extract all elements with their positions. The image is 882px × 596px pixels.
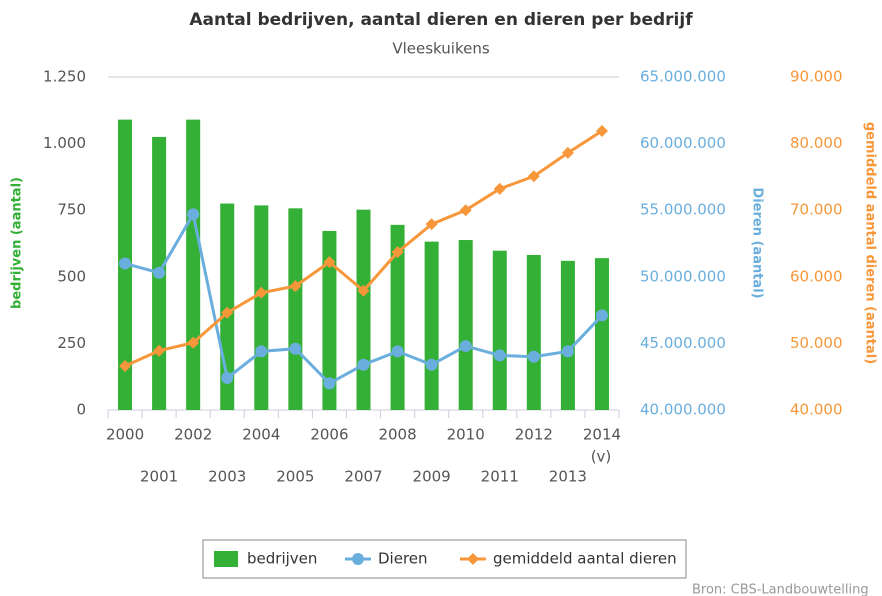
- point: [255, 286, 268, 299]
- legend-box: [202, 539, 687, 579]
- bar: [356, 209, 371, 410]
- legend-label: Dieren: [378, 550, 428, 568]
- y-tick-label: 750: [57, 201, 86, 219]
- bar: [254, 205, 269, 410]
- y-tick-label: 250: [57, 334, 86, 352]
- legend-marker: [467, 553, 479, 565]
- legend-marker: [352, 553, 364, 565]
- point: [221, 306, 234, 319]
- x-tick-label: 2005: [276, 468, 314, 486]
- point: [527, 350, 540, 363]
- y3-tick-label: 60.000: [790, 267, 843, 285]
- y-tick-label: 1.000: [43, 134, 86, 152]
- x-tick-label: 2010: [447, 426, 485, 444]
- bar: [526, 254, 541, 410]
- y3-tick-label: 80.000: [790, 134, 843, 152]
- x-tick-label: 2013: [549, 468, 587, 486]
- bar: [594, 258, 609, 410]
- source: Bron: CBS-Landbouwtelling: [692, 583, 869, 596]
- point: [187, 208, 200, 221]
- x-tick-label: 2008: [378, 426, 416, 444]
- bar: [492, 250, 507, 410]
- x-tick-label: 2001: [140, 468, 178, 486]
- point: [425, 358, 438, 371]
- y2-tick-label: 40.000.000: [640, 401, 726, 419]
- y3-tick-label: 50.000: [790, 334, 843, 352]
- x-tick-label: 2012: [515, 426, 553, 444]
- legend-swatch: [214, 551, 238, 567]
- y3-axis-title: gemiddeld aantal dieren (aantal): [863, 122, 878, 364]
- point: [493, 349, 506, 362]
- y-tick-label: 1.250: [43, 68, 86, 86]
- legend-label: bedrijven: [247, 550, 317, 568]
- y2-tick-label: 55.000.000: [640, 201, 726, 219]
- x-tick-label: 2006: [310, 426, 348, 444]
- point: [187, 336, 200, 349]
- bar: [424, 241, 439, 410]
- bar: [560, 260, 575, 410]
- bar: [458, 240, 473, 410]
- point: [527, 170, 540, 183]
- y3-tick-label: 40.000: [790, 401, 843, 419]
- y3-tick-label: 70.000: [790, 201, 843, 219]
- legend-label: gemiddeld aantal dieren: [493, 550, 677, 568]
- point: [153, 266, 166, 279]
- bar: [390, 224, 405, 410]
- point: [119, 360, 132, 373]
- y-tick-label: 500: [57, 267, 86, 285]
- y2-axis-title: Dieren (aantal): [750, 187, 765, 298]
- y3-tick-label: 90.000: [790, 68, 843, 86]
- point: [357, 284, 370, 297]
- chart-title: Aantal bedrijven, aantal dieren en diere…: [189, 10, 693, 30]
- x-tick-label: 2000: [106, 426, 144, 444]
- bar: [322, 230, 337, 410]
- y2-tick-label: 45.000.000: [640, 334, 726, 352]
- point: [561, 146, 574, 159]
- point: [221, 372, 234, 385]
- y2-tick-label: 50.000.000: [640, 267, 726, 285]
- point: [459, 340, 472, 353]
- point: [493, 182, 506, 195]
- x-tick-label: 2007: [344, 468, 382, 486]
- x-tick-label: 2004: [242, 426, 280, 444]
- point: [391, 345, 404, 358]
- point: [595, 124, 608, 137]
- point: [323, 377, 336, 390]
- x-tick-label: 2002: [174, 426, 212, 444]
- point: [425, 218, 438, 231]
- point: [561, 345, 574, 358]
- point: [289, 280, 302, 293]
- point: [391, 246, 404, 259]
- point: [289, 342, 302, 355]
- x-tick-label: 2003: [208, 468, 246, 486]
- x-tick-label: 2009: [413, 468, 451, 486]
- y2-tick-label: 65.000.000: [640, 68, 726, 86]
- bar: [186, 119, 201, 411]
- chart-subtitle: Vleeskuikens: [392, 40, 489, 58]
- bar: [288, 208, 303, 410]
- point: [595, 309, 608, 322]
- y-axis-title: bedrijven (aantal): [10, 177, 25, 309]
- annotation: (v): [591, 448, 612, 466]
- point: [357, 358, 370, 371]
- point: [459, 204, 472, 217]
- point: [255, 345, 268, 358]
- y2-tick-label: 60.000.000: [640, 134, 726, 152]
- x-tick-label: 2014: [583, 426, 621, 444]
- x-tick-label: 2011: [481, 468, 519, 486]
- y-tick-label: 0: [76, 401, 86, 419]
- point: [323, 256, 336, 269]
- point: [153, 344, 166, 357]
- point: [119, 257, 132, 270]
